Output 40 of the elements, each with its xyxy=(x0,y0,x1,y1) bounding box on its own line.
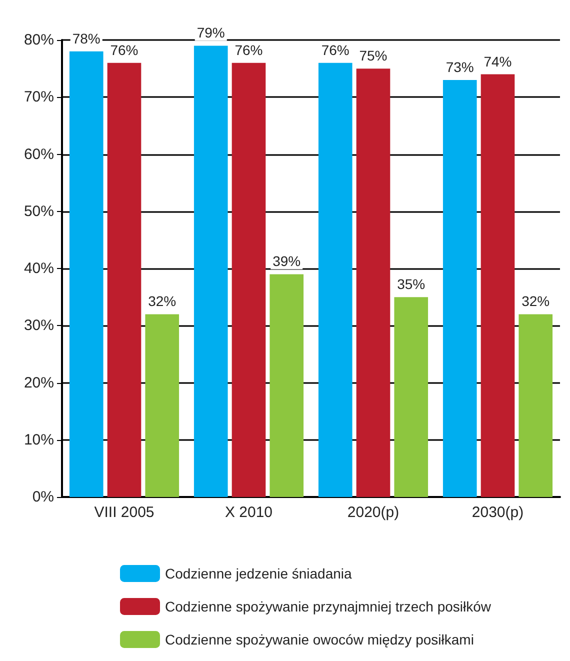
y-tick-label: 20% xyxy=(24,374,54,392)
bar xyxy=(480,74,515,497)
y-tick-label: 40% xyxy=(24,260,54,277)
data-label: 32% xyxy=(148,293,176,310)
data-label: 76% xyxy=(321,42,350,58)
y-tick-label: 0% xyxy=(32,488,54,506)
legend-label: Codzienne spożywanie przynajmniej trzech posiłków xyxy=(165,598,492,614)
data-label: 79% xyxy=(196,24,225,41)
y-tick-label: 70% xyxy=(24,88,54,106)
y-tick-label: 80% xyxy=(24,32,54,48)
data-label: 76% xyxy=(110,42,138,58)
bar xyxy=(270,274,304,497)
x-tick-label: VIII 2005 xyxy=(94,504,154,521)
y-tick-label: 60% xyxy=(24,146,54,163)
data-label: 32% xyxy=(522,293,550,310)
bar xyxy=(442,80,477,497)
data-label: 78% xyxy=(72,30,100,46)
x-tick-label: 2030(p) xyxy=(472,504,524,521)
y-tick-label: 50% xyxy=(24,202,54,220)
data-label: 35% xyxy=(397,276,426,292)
bar xyxy=(518,314,553,497)
bar xyxy=(356,68,390,497)
data-label: 75% xyxy=(359,48,388,64)
legend-label: Codzienne jedzenie śniadania xyxy=(165,566,352,582)
y-tick-label: 30% xyxy=(24,317,54,334)
data-label: 39% xyxy=(272,253,301,270)
legend-label: Codzienne spożywanie owoców między posiłkami xyxy=(165,632,474,648)
x-tick-label: X 2010 xyxy=(224,504,273,521)
data-label: 73% xyxy=(446,58,474,75)
data-label: 76% xyxy=(234,42,263,58)
bar xyxy=(69,51,104,497)
x-tick-label: 2020(p) xyxy=(347,504,400,521)
y-tick-label: 10% xyxy=(24,431,54,448)
data-label: 74% xyxy=(484,53,512,70)
bar xyxy=(318,62,352,497)
bar xyxy=(232,62,266,497)
bar xyxy=(194,46,228,497)
bar xyxy=(145,314,180,497)
bar xyxy=(394,297,428,497)
bar xyxy=(107,62,142,497)
